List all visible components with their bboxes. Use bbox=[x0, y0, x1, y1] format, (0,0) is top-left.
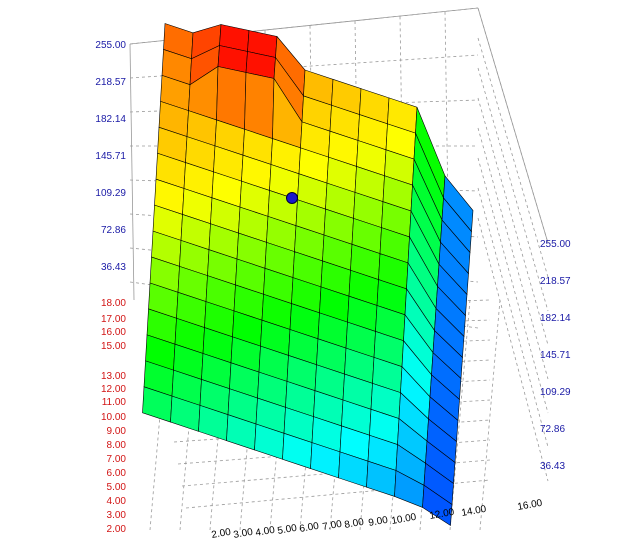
tick-label: 6.00 bbox=[299, 521, 321, 535]
tick-label: 9.00 bbox=[107, 426, 127, 437]
tick-label: 10.00 bbox=[391, 512, 418, 527]
tick-label: 218.57 bbox=[95, 77, 126, 88]
tick-label: 11.00 bbox=[102, 397, 127, 408]
tick-label: 218.57 bbox=[540, 276, 571, 287]
grid-line bbox=[477, 67, 549, 312]
tick-label: 6.00 bbox=[107, 468, 127, 479]
tick-label: 145.71 bbox=[95, 151, 126, 162]
tick-label: 255.00 bbox=[540, 239, 571, 250]
tick-label: 4.00 bbox=[255, 525, 277, 538]
surface-mesh bbox=[142, 23, 474, 527]
tick-label: 8.00 bbox=[344, 517, 366, 531]
tick-label: 14.00 bbox=[461, 504, 488, 519]
tick-label: 3.00 bbox=[107, 510, 127, 521]
grid-line bbox=[129, 43, 135, 301]
grid-line bbox=[477, 157, 549, 414]
tick-label: 18.00 bbox=[101, 298, 126, 309]
tick-label: 12.00 bbox=[429, 507, 456, 522]
surface-cell bbox=[216, 66, 247, 130]
axis-tick-labels: 255.00 218.57 182.14 145.71 109.29 72.86 36.43… bbox=[95, 40, 571, 538]
tick-label: 72.86 bbox=[101, 225, 126, 236]
tick-label: 109.29 bbox=[95, 188, 126, 199]
tick-label: 10.00 bbox=[101, 412, 126, 423]
tick-label: 16.00 bbox=[517, 498, 544, 513]
tick-label: 13.00 bbox=[101, 371, 126, 382]
tick-label: 16.00 bbox=[101, 327, 126, 338]
tick-label: 182.14 bbox=[95, 114, 126, 125]
grid-line bbox=[477, 187, 549, 448]
tick-label: 5.00 bbox=[107, 482, 127, 493]
tick-label: 255.00 bbox=[95, 40, 126, 51]
tick-label: 72.86 bbox=[540, 424, 565, 435]
grid-line bbox=[477, 127, 549, 380]
grid-line bbox=[477, 7, 549, 244]
tick-label: 2.00 bbox=[211, 527, 233, 538]
surface-cell bbox=[244, 72, 275, 139]
grid-line bbox=[129, 7, 479, 45]
tick-label: 182.14 bbox=[540, 313, 571, 324]
grid-line bbox=[449, 299, 471, 531]
tick-label: 8.00 bbox=[107, 440, 127, 451]
tick-label: 36.43 bbox=[540, 461, 565, 472]
grid-line bbox=[477, 97, 549, 346]
tick-label: 7.00 bbox=[322, 519, 344, 533]
grid-line bbox=[129, 54, 479, 79]
tick-label: 145.71 bbox=[540, 350, 571, 361]
tick-label: 36.43 bbox=[101, 262, 126, 273]
tick-label: 15.00 bbox=[101, 341, 126, 352]
tick-label: 17.00 bbox=[101, 314, 126, 325]
tick-label: 12.00 bbox=[101, 384, 126, 395]
grid-line bbox=[477, 37, 549, 278]
tick-label: 109.29 bbox=[540, 387, 571, 398]
grid-line bbox=[477, 217, 549, 482]
tick-label: 2.00 bbox=[107, 524, 127, 535]
tick-label: 7.00 bbox=[107, 454, 127, 465]
current-value-marker bbox=[286, 192, 298, 204]
tick-label: 3.00 bbox=[233, 527, 255, 538]
tick-label: 4.00 bbox=[107, 496, 127, 507]
surface-cell bbox=[422, 484, 453, 527]
tick-label: 9.00 bbox=[368, 515, 390, 529]
grid-line bbox=[479, 299, 501, 531]
tick-label: 5.00 bbox=[277, 523, 299, 537]
